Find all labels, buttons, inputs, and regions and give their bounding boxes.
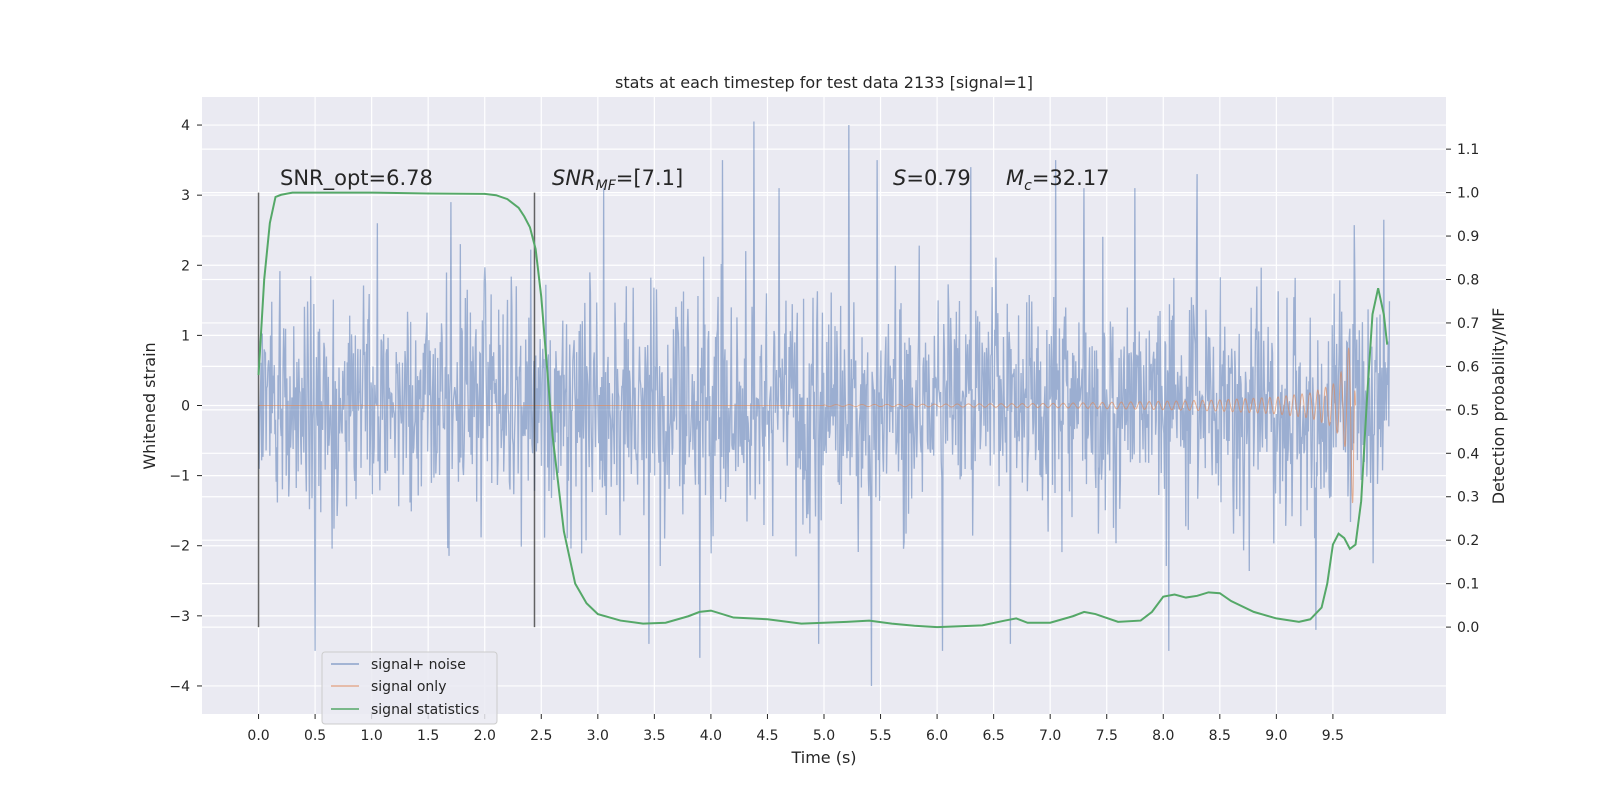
ticks: 0.0 0.5 1.0 1.5 2.0 2.5 3.0 3.5 4.0 4.5 5.0 5.5 6.0 6… — [169, 118, 1479, 744]
y-right-tick-label: 1.0 — [1457, 186, 1479, 202]
y-left-tick-label: −4 — [169, 679, 190, 695]
y-left-tick-label: 2 — [181, 258, 190, 274]
mc-var: M — [1006, 166, 1024, 190]
x-axis-label: Time (s) — [790, 748, 856, 767]
x-tick-label: 8.5 — [1209, 728, 1231, 744]
annotation-mc: Mc=32.17 — [1006, 166, 1110, 194]
snr-mf-value: =[7.1] — [616, 166, 683, 190]
x-tick-label: 5.0 — [813, 728, 835, 744]
y-right-tick-label: 0.8 — [1457, 272, 1479, 288]
s-var: S — [893, 166, 906, 190]
x-tick-label: 8.0 — [1152, 728, 1174, 744]
x-tick-label: 4.0 — [700, 728, 722, 744]
x-tick-label: 1.0 — [361, 728, 383, 744]
y-left-tick-label: 0 — [181, 399, 190, 415]
s-value: =0.79 — [906, 166, 970, 190]
y-right-tick-label: 0.7 — [1457, 316, 1479, 332]
x-tick-label: 0.5 — [304, 728, 326, 744]
mc-value: =32.17 — [1032, 166, 1110, 190]
annotation-snr-mf: SNRMF=[7.1] — [552, 166, 683, 194]
legend-label-signal-only: signal only — [371, 679, 446, 695]
y-right-tick-label: 0.5 — [1457, 403, 1479, 419]
signal-statistics-series — [257, 191, 1389, 629]
signal-only-series — [258, 347, 1357, 504]
y-left-tick-label: −2 — [169, 539, 190, 555]
chart-title: stats at each timestep for test data 213… — [615, 73, 1033, 92]
y-left-tick-label: 3 — [181, 188, 190, 204]
x-tick-label: 6.0 — [926, 728, 948, 744]
y-right-tick-label: 1.1 — [1457, 142, 1479, 158]
y-right-tick-label: 0.3 — [1457, 490, 1479, 506]
y-left-tick-label: −1 — [169, 469, 190, 485]
x-tick-label: 4.5 — [756, 728, 778, 744]
y-left-tick-label: 4 — [181, 118, 190, 134]
x-tick-label: 9.5 — [1322, 728, 1344, 744]
y-left-tick-label: 1 — [181, 328, 190, 344]
y-right-tick-label: 0.0 — [1457, 620, 1479, 636]
y-axis-left-label: Whitened strain — [140, 342, 159, 469]
legend-label-signal-statistics: signal statistics — [371, 702, 479, 718]
x-tick-label: 9.0 — [1265, 728, 1287, 744]
y-right-tick-label: 0.4 — [1457, 446, 1479, 462]
y-right-tick-label: 0.1 — [1457, 577, 1479, 593]
signal-only-line — [258, 347, 1357, 504]
vertical-markers — [257, 192, 536, 628]
x-tick-label: 7.0 — [1039, 728, 1061, 744]
y-axis-right-label: Detection probability/MF — [1489, 308, 1508, 505]
y-right-tick-label: 0.2 — [1457, 533, 1479, 549]
x-tick-label: 1.5 — [417, 728, 439, 744]
signal-statistics-line — [257, 191, 1389, 629]
annotation-snr-opt: SNR_opt=6.78 — [280, 166, 433, 191]
x-tick-label: 2.5 — [530, 728, 552, 744]
x-tick-label: 0.0 — [247, 728, 269, 744]
x-tick-label: 6.5 — [983, 728, 1005, 744]
annotation-s: S=0.79 — [893, 166, 971, 190]
snr-mf-sub: MF — [596, 178, 617, 194]
signal-noise-series — [257, 121, 1391, 686]
x-tick-label: 7.5 — [1096, 728, 1118, 744]
x-tick-label: 3.5 — [643, 728, 665, 744]
mc-sub: c — [1024, 178, 1032, 194]
y-left-tick-label: −3 — [169, 609, 190, 625]
x-tick-label: 5.5 — [869, 728, 891, 744]
y-right-tick-label: 0.6 — [1457, 359, 1479, 375]
x-tick-label: 2.0 — [474, 728, 496, 744]
snr-mf-base: SNR — [552, 166, 596, 190]
legend: signal+ noise signal only signal statist… — [321, 651, 498, 725]
x-tick-label: 3.0 — [587, 728, 609, 744]
y-right-tick-label: 0.9 — [1457, 229, 1479, 245]
legend-box — [321, 651, 498, 725]
signal-noise-line — [257, 121, 1391, 686]
legend-label-signal-noise: signal+ noise — [371, 657, 466, 673]
